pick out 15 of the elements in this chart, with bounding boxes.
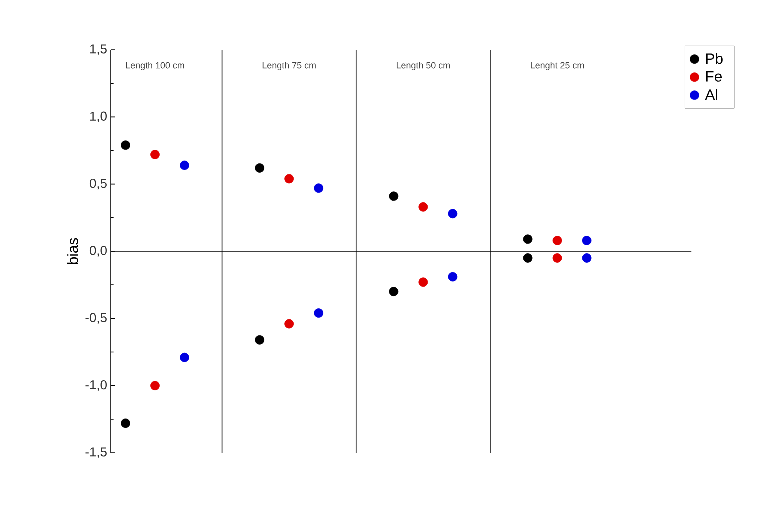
y-tick-label: -0,5 (86, 313, 107, 324)
y-tick-label: 0,5 (90, 178, 107, 190)
x-tick-label: Length 50 cm (396, 62, 450, 70)
x-tick-label: Length 100 cm (126, 62, 184, 70)
x-tick-label: Lenght 25 cm (531, 62, 584, 70)
x-tick-label: Length 75 cm (262, 62, 316, 70)
y-axis-title: bias (67, 238, 78, 264)
y-tick-label: -1,5 (86, 448, 107, 458)
y-tick-label: 1,5 (90, 44, 107, 56)
legend-label: Pb (706, 53, 723, 64)
y-tick-label: -1,0 (86, 380, 107, 392)
y-tick-label: 1,0 (90, 112, 107, 123)
y-tick-label: 0,0 (90, 246, 107, 257)
legend-label: Fe (706, 71, 722, 82)
legend-label: Al (705, 89, 718, 100)
